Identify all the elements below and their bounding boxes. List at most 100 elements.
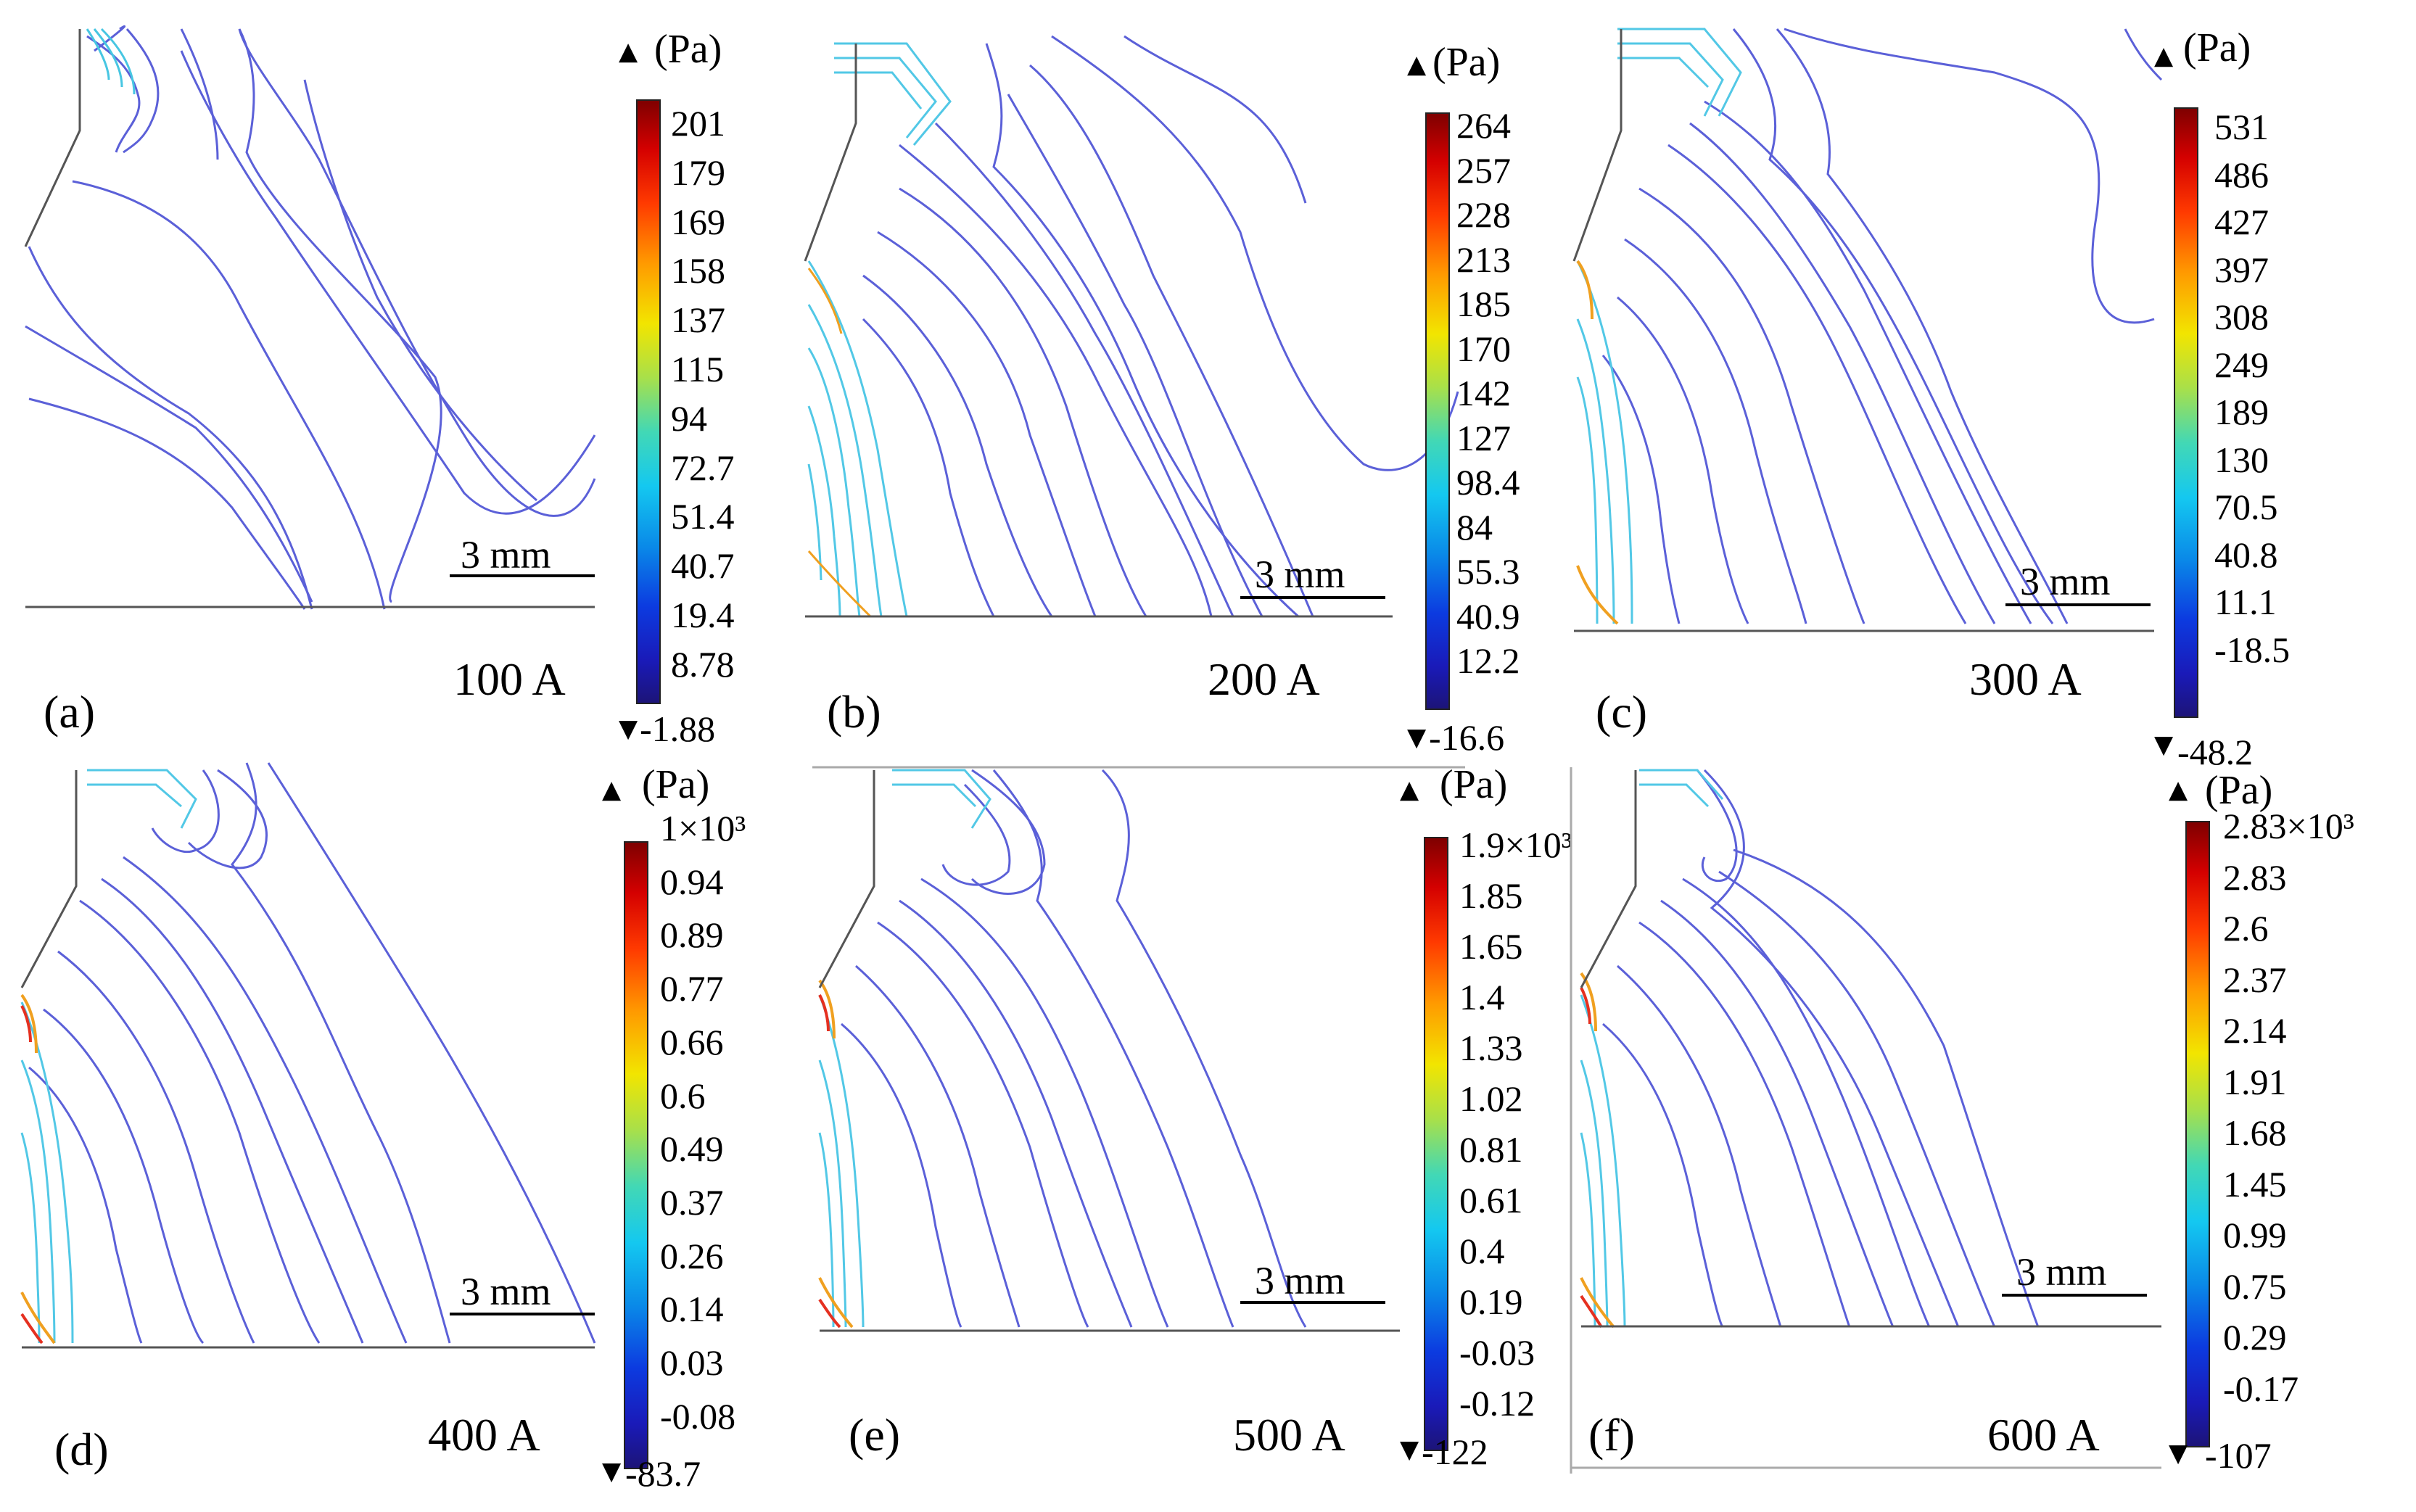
colorbar-tick-label: 1.4: [1459, 977, 1505, 1017]
min-marker-icon: ▼: [1407, 723, 1427, 752]
colorbar-tick-label: 115: [671, 349, 725, 389]
contour-plot: [24, 25, 596, 610]
colorbar-tick-label: 40.7: [671, 545, 735, 587]
colorbar-tick-label: -0.03: [1459, 1332, 1535, 1373]
colorbar-tick-label: 170: [1456, 328, 1511, 369]
panel-label: (c): [1596, 686, 1648, 738]
panel-label: (e): [849, 1409, 901, 1461]
colorbar-tick-label: 0.75: [2223, 1265, 2287, 1307]
colorbar-tick-label: 185: [1456, 284, 1511, 324]
scale-bar-label: 3 mm: [461, 533, 551, 577]
colorbar-tick-label: 2.37: [2223, 959, 2287, 1000]
min-value: -16.6: [1429, 717, 1505, 758]
colorbar: [636, 99, 661, 704]
current-label: 200 A: [1208, 653, 1320, 705]
min-marker-icon: ▼: [1400, 1435, 1419, 1464]
colorbar-tick-label: 0.66: [660, 1021, 724, 1062]
scale-bar-label: 3 mm: [1255, 553, 1345, 596]
colorbar: [1424, 837, 1448, 1451]
colorbar-tick-label: 1.9×10³: [1459, 825, 1572, 865]
unit-label: (Pa): [1432, 40, 1501, 85]
colorbar-tick-label: 0.14: [660, 1289, 724, 1330]
min-marker-icon: ▼: [2169, 1439, 2188, 1468]
max-marker-icon: ▲: [602, 775, 622, 804]
contour-plot: [1572, 28, 2163, 632]
colorbar-tick-label: 137: [671, 299, 725, 341]
colorbar-tick-label: 0.94: [660, 861, 724, 902]
colorbar-tick-label: 98.4: [1456, 462, 1520, 503]
max-marker-icon: ▲: [2154, 41, 2174, 70]
colorbar-tick-label: 0.29: [2223, 1317, 2287, 1358]
colorbar-tick-label: 179: [671, 152, 725, 193]
scale-bar: [2005, 603, 2151, 606]
colorbar-tick-label: 0.89: [660, 914, 724, 956]
panel-label: (b): [827, 686, 881, 738]
colorbar-tick-label: 201: [671, 103, 725, 144]
colorbar-tick-label: 0.19: [1459, 1281, 1523, 1322]
scale-bar-label: 3 mm: [2016, 1250, 2107, 1294]
min-value: -83.7: [625, 1453, 701, 1494]
colorbar-tick-label: 1.45: [2223, 1163, 2287, 1205]
panel-e: (e) 500 A 3 mm ▲ (Pa) ▼ -122 1.9×10³ 1.85…: [798, 756, 1603, 1511]
colorbar-tick-label: 2.83×10³: [2223, 806, 2354, 846]
colorbar-tick-label: 486: [2214, 154, 2269, 195]
colorbar-tick-label: 12.2: [1456, 640, 1520, 681]
panel-a: (a) 100 A 3 mm ▲ (Pa) ▼ -1.88 201 179 169 1…: [0, 0, 805, 756]
unit-label: (Pa): [1440, 762, 1508, 807]
colorbar-tick-label: 19.4: [671, 595, 735, 635]
unit-label: (Pa): [2205, 768, 2273, 813]
colorbar-tick-label: 169: [671, 201, 725, 242]
colorbar-tick-label: 257: [1456, 149, 1511, 191]
colorbar-tick-label: 189: [2214, 392, 2269, 432]
current-label: 300 A: [1969, 653, 2082, 705]
colorbar-tick-label: 2.14: [2223, 1010, 2287, 1051]
scale-bar: [450, 574, 595, 577]
colorbar-tick-label: 130: [2214, 439, 2269, 480]
colorbar-tick-label: 40.9: [1456, 595, 1520, 637]
contour-plot: [20, 762, 596, 1349]
panel-label: (f): [1588, 1409, 1635, 1461]
colorbar-tick-label: 55.3: [1456, 551, 1520, 592]
colorbar-tick-label: 51.4: [671, 496, 735, 537]
colorbar-tick-label: 427: [2214, 202, 2269, 242]
unit-label: (Pa): [654, 27, 722, 72]
colorbar-tick-label: 0.6: [660, 1075, 706, 1116]
min-value: -122: [1422, 1432, 1488, 1472]
panel-f: (f) 600 A 3 mm ▲ (Pa) ▼ -107 2.83×10³ 2.8…: [1567, 756, 2372, 1511]
max-marker-icon: ▲: [619, 37, 638, 66]
current-label: 500 A: [1233, 1409, 1345, 1461]
colorbar: [2174, 107, 2198, 718]
colorbar: [1425, 112, 1450, 710]
unit-label: (Pa): [2183, 25, 2251, 70]
max-marker-icon: ▲: [1407, 50, 1427, 79]
colorbar-tick-label: 72.7: [671, 447, 735, 488]
colorbar-tick-label: 1.65: [1459, 926, 1523, 967]
min-value: -48.2: [2177, 732, 2254, 772]
contour-plot: [804, 35, 1459, 618]
panel-label: (a): [44, 686, 96, 738]
colorbar-tick-label: -0.12: [1459, 1383, 1535, 1424]
unit-label: (Pa): [642, 762, 710, 807]
colorbar-tick-label: 142: [1456, 373, 1511, 413]
colorbar-tick-label: -18.5: [2214, 629, 2291, 670]
min-marker-icon: ▼: [619, 714, 638, 743]
colorbar-tick-label: 0.77: [660, 968, 724, 1009]
colorbar-tick-label: 0.99: [2223, 1215, 2287, 1255]
min-marker-icon: ▼: [602, 1457, 622, 1486]
colorbar: [2185, 821, 2210, 1447]
colorbar: [624, 841, 648, 1469]
scale-bar-label: 3 mm: [461, 1270, 551, 1313]
colorbar-tick-label: 158: [671, 250, 725, 292]
contour-plot: [1570, 767, 2161, 1474]
colorbar-tick-label: 94: [671, 397, 707, 439]
colorbar-tick-label: 0.4: [1459, 1231, 1505, 1271]
colorbar-tick-label: -0.17: [2223, 1368, 2299, 1409]
scale-bar: [1240, 596, 1385, 599]
panel-b: (b) 200 A 3 mm ▲ (Pa) ▼ -16.6 264 257 228 2…: [791, 0, 1596, 756]
colorbar-tick-label: -0.08: [660, 1395, 736, 1437]
panel-d: (d) 400 A 3 mm ▲ (Pa) ▼ -83.7 1×10³ 0.94 0…: [0, 756, 805, 1511]
scale-bar: [450, 1313, 595, 1315]
colorbar-tick-label: 70.5: [2214, 487, 2278, 527]
current-label: 600 A: [1987, 1409, 2100, 1461]
